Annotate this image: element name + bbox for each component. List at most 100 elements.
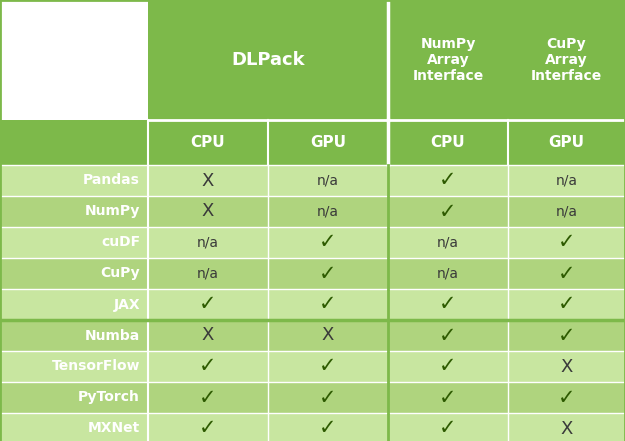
Bar — [148, 227, 268, 258]
Text: ✓: ✓ — [199, 295, 217, 314]
Text: CuPy: CuPy — [101, 266, 140, 280]
Bar — [508, 289, 625, 320]
Text: CuPy
Array
Interface: CuPy Array Interface — [531, 37, 602, 83]
Text: X: X — [202, 172, 214, 190]
Text: ✓: ✓ — [319, 264, 337, 284]
Bar — [148, 289, 268, 320]
Text: ✓: ✓ — [199, 356, 217, 377]
Text: PyTorch: PyTorch — [78, 390, 140, 404]
Bar — [388, 120, 508, 165]
Bar — [148, 413, 268, 441]
Text: MXNet: MXNet — [88, 422, 140, 436]
Text: n/a: n/a — [556, 173, 578, 187]
Text: ✓: ✓ — [558, 295, 575, 314]
Bar — [148, 120, 268, 165]
Text: ✓: ✓ — [439, 295, 457, 314]
Bar — [508, 0, 625, 120]
Text: ✓: ✓ — [199, 419, 217, 438]
Text: n/a: n/a — [556, 205, 578, 218]
Text: n/a: n/a — [197, 235, 219, 250]
Bar — [508, 382, 625, 413]
Bar — [0, 227, 148, 258]
Bar — [508, 413, 625, 441]
Bar — [268, 320, 388, 351]
Text: GPU: GPU — [310, 135, 346, 150]
Bar — [0, 0, 148, 120]
Text: X: X — [561, 358, 572, 375]
Bar — [0, 258, 148, 289]
Bar — [388, 382, 508, 413]
Bar — [148, 0, 388, 120]
Text: ✓: ✓ — [439, 325, 457, 345]
Bar — [0, 120, 148, 165]
Bar — [148, 196, 268, 227]
Text: NumPy: NumPy — [84, 205, 140, 218]
Text: ✓: ✓ — [319, 232, 337, 253]
Bar — [268, 120, 388, 165]
Text: X: X — [561, 419, 572, 437]
Text: ✓: ✓ — [558, 264, 575, 284]
Bar — [0, 351, 148, 382]
Bar — [0, 382, 148, 413]
Bar — [0, 196, 148, 227]
Bar — [148, 382, 268, 413]
Bar — [388, 196, 508, 227]
Text: ✓: ✓ — [319, 419, 337, 438]
Bar — [508, 320, 625, 351]
Bar — [508, 120, 625, 165]
Bar — [268, 351, 388, 382]
Bar — [268, 165, 388, 196]
Bar — [0, 413, 148, 441]
Text: ✓: ✓ — [439, 171, 457, 191]
Text: ✓: ✓ — [439, 388, 457, 407]
Bar — [268, 196, 388, 227]
Text: ✓: ✓ — [199, 388, 217, 407]
Text: ✓: ✓ — [439, 356, 457, 377]
Text: Numba: Numba — [85, 329, 140, 343]
Bar — [0, 165, 148, 196]
Text: ✓: ✓ — [439, 202, 457, 221]
Text: DLPack: DLPack — [231, 51, 305, 69]
Bar — [388, 320, 508, 351]
Text: ✓: ✓ — [439, 419, 457, 438]
Text: X: X — [202, 202, 214, 220]
Text: n/a: n/a — [317, 173, 339, 187]
Bar — [388, 0, 508, 120]
Text: ✓: ✓ — [319, 295, 337, 314]
Bar — [268, 227, 388, 258]
Bar — [508, 258, 625, 289]
Text: cuDF: cuDF — [101, 235, 140, 250]
Text: NumPy
Array
Interface: NumPy Array Interface — [412, 37, 484, 83]
Text: ✓: ✓ — [319, 388, 337, 407]
Text: TensorFlow: TensorFlow — [51, 359, 140, 374]
Bar — [388, 413, 508, 441]
Bar — [268, 413, 388, 441]
Text: ✓: ✓ — [558, 325, 575, 345]
Bar — [388, 227, 508, 258]
Bar — [268, 258, 388, 289]
Text: X: X — [322, 326, 334, 344]
Text: Pandas: Pandas — [83, 173, 140, 187]
Bar — [148, 258, 268, 289]
Bar — [388, 165, 508, 196]
Text: JAX: JAX — [113, 298, 140, 311]
Bar — [148, 165, 268, 196]
Text: n/a: n/a — [197, 266, 219, 280]
Bar — [508, 227, 625, 258]
Bar — [148, 351, 268, 382]
Bar — [508, 165, 625, 196]
Text: CPU: CPU — [191, 135, 226, 150]
Bar — [148, 320, 268, 351]
Text: X: X — [202, 326, 214, 344]
Text: ✓: ✓ — [319, 356, 337, 377]
Bar — [388, 351, 508, 382]
Bar — [268, 382, 388, 413]
Text: n/a: n/a — [317, 205, 339, 218]
Bar — [388, 258, 508, 289]
Text: ✓: ✓ — [558, 232, 575, 253]
Bar — [268, 289, 388, 320]
Text: n/a: n/a — [437, 235, 459, 250]
Bar — [0, 320, 148, 351]
Text: n/a: n/a — [437, 266, 459, 280]
Text: CPU: CPU — [431, 135, 465, 150]
